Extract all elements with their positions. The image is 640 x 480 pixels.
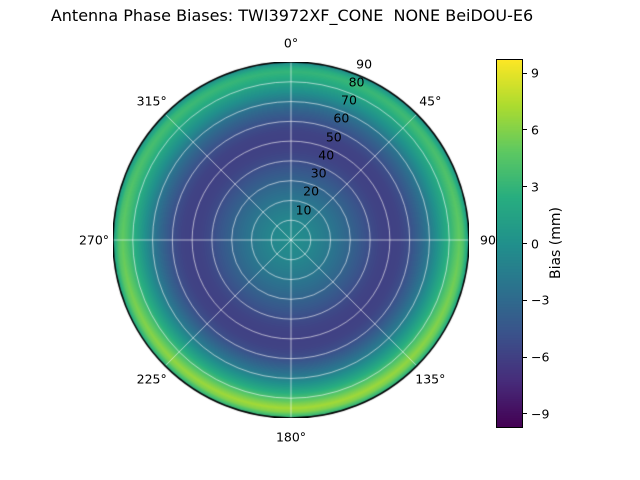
colorbar-canvas [496,59,523,428]
angular-tick-label-135: 135° [415,371,446,387]
angular-tick-label-45: 45° [419,93,442,109]
polar-heatmap-canvas [113,62,469,418]
colorbar-tick-label: −3 [531,292,550,308]
angular-tick-label-90: 90 [480,232,496,248]
colorbar-axis-label: Bias (mm) [548,206,564,280]
angular-tick-label-270: 270° [78,232,110,248]
angular-tick-label-225: 225° [136,371,167,387]
radial-tick-label-10: 10 [295,202,312,218]
colorbar-tick [523,129,527,131]
radial-tick-label-90: 90 [356,56,373,72]
colorbar-tick [523,72,527,74]
radial-tick-label-80: 80 [348,74,365,90]
colorbar-tick [523,299,527,301]
colorbar-tick-label: −9 [531,406,550,422]
colorbar-tick [523,356,527,358]
colorbar-tick [523,413,527,415]
colorbar-tick-label: −6 [531,349,550,365]
colorbar-tick-label: 9 [531,65,539,81]
radial-tick-label-20: 20 [303,183,320,199]
colorbar-tick-label: 0 [531,236,539,251]
angular-tick-label-315: 315° [136,93,167,109]
angular-tick-label-180: 180° [275,429,307,445]
radial-tick-label-40: 40 [318,147,335,163]
colorbar-tick-label: 3 [531,179,539,195]
radial-tick-label-30: 30 [310,165,327,181]
colorbar-tick [523,186,527,188]
colorbar-tick [523,243,527,244]
colorbar-tick-label: 6 [531,122,539,138]
radial-tick-label-50: 50 [325,129,342,145]
chart-title: Antenna Phase Biases: TWI3972XF_CONE NON… [50,6,534,25]
radial-tick-label-70: 70 [341,92,357,108]
radial-tick-label-60: 60 [333,110,350,126]
angular-tick-label-0: 0° [283,35,299,51]
